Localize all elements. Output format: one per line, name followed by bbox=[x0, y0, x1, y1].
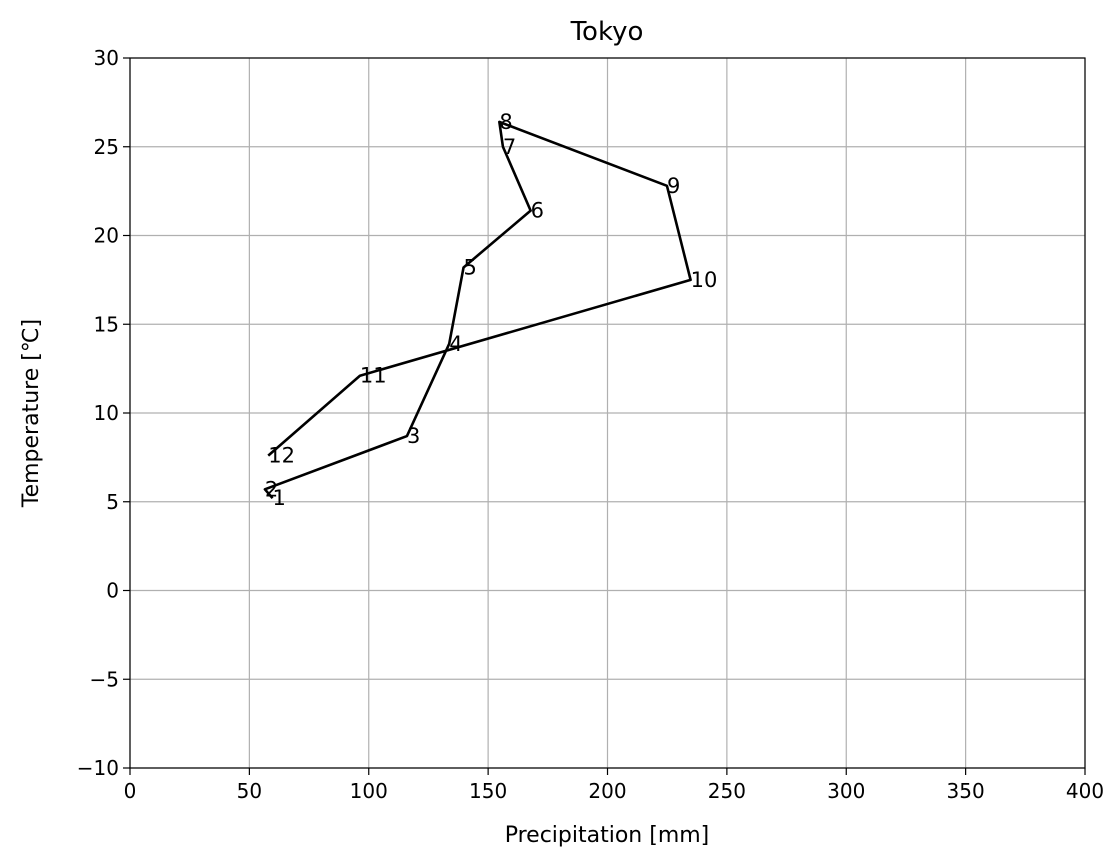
chart-title: Tokyo bbox=[570, 17, 644, 47]
x-tick-label: 300 bbox=[827, 779, 865, 803]
y-tick-label: −5 bbox=[90, 667, 119, 691]
x-tick-label: 400 bbox=[1066, 779, 1104, 803]
x-tick-label: 350 bbox=[947, 779, 985, 803]
point-label-month-1: 1 bbox=[273, 486, 286, 510]
y-tick-label: 25 bbox=[94, 135, 119, 159]
axis-ticks: 0 50 100 150 200 250 300 350 400−10−505101520253… bbox=[77, 46, 1104, 803]
y-tick-label: 30 bbox=[94, 46, 119, 70]
y-tick-label: 20 bbox=[94, 224, 119, 248]
point-label-month-2: 2 bbox=[265, 477, 278, 501]
y-axis-label: Temperature [℃] bbox=[19, 319, 44, 508]
point-label-month-7: 7 bbox=[503, 135, 516, 159]
point-label-month-6: 6 bbox=[531, 199, 544, 223]
x-tick-label: 150 bbox=[469, 779, 507, 803]
point-label-month-12: 12 bbox=[268, 444, 295, 468]
y-tick-label: −10 bbox=[77, 756, 119, 780]
x-tick-label: 100 bbox=[350, 779, 388, 803]
plot-frame bbox=[129, 57, 1086, 769]
y-tick-label: 15 bbox=[94, 312, 119, 336]
x-axis-label: Precipitation [mm] bbox=[505, 823, 710, 848]
point-label-month-10: 10 bbox=[691, 268, 718, 292]
point-label-month-4: 4 bbox=[449, 332, 462, 356]
point-label-month-9: 9 bbox=[667, 174, 680, 198]
point-label-month-8: 8 bbox=[499, 110, 512, 134]
series-line bbox=[263, 120, 692, 500]
point-label-month-5: 5 bbox=[464, 255, 477, 279]
x-tick-label: 200 bbox=[588, 779, 626, 803]
y-tick-label: 5 bbox=[106, 490, 119, 514]
point-label-month-11: 11 bbox=[360, 364, 387, 388]
x-tick-label: 250 bbox=[708, 779, 746, 803]
series-tokyo bbox=[263, 120, 692, 500]
y-tick-label: 0 bbox=[106, 579, 119, 603]
x-tick-label: 50 bbox=[237, 779, 262, 803]
y-tick-label: 10 bbox=[94, 401, 119, 425]
x-tick-label: 0 bbox=[124, 779, 137, 803]
point-label-month-3: 3 bbox=[407, 424, 420, 448]
